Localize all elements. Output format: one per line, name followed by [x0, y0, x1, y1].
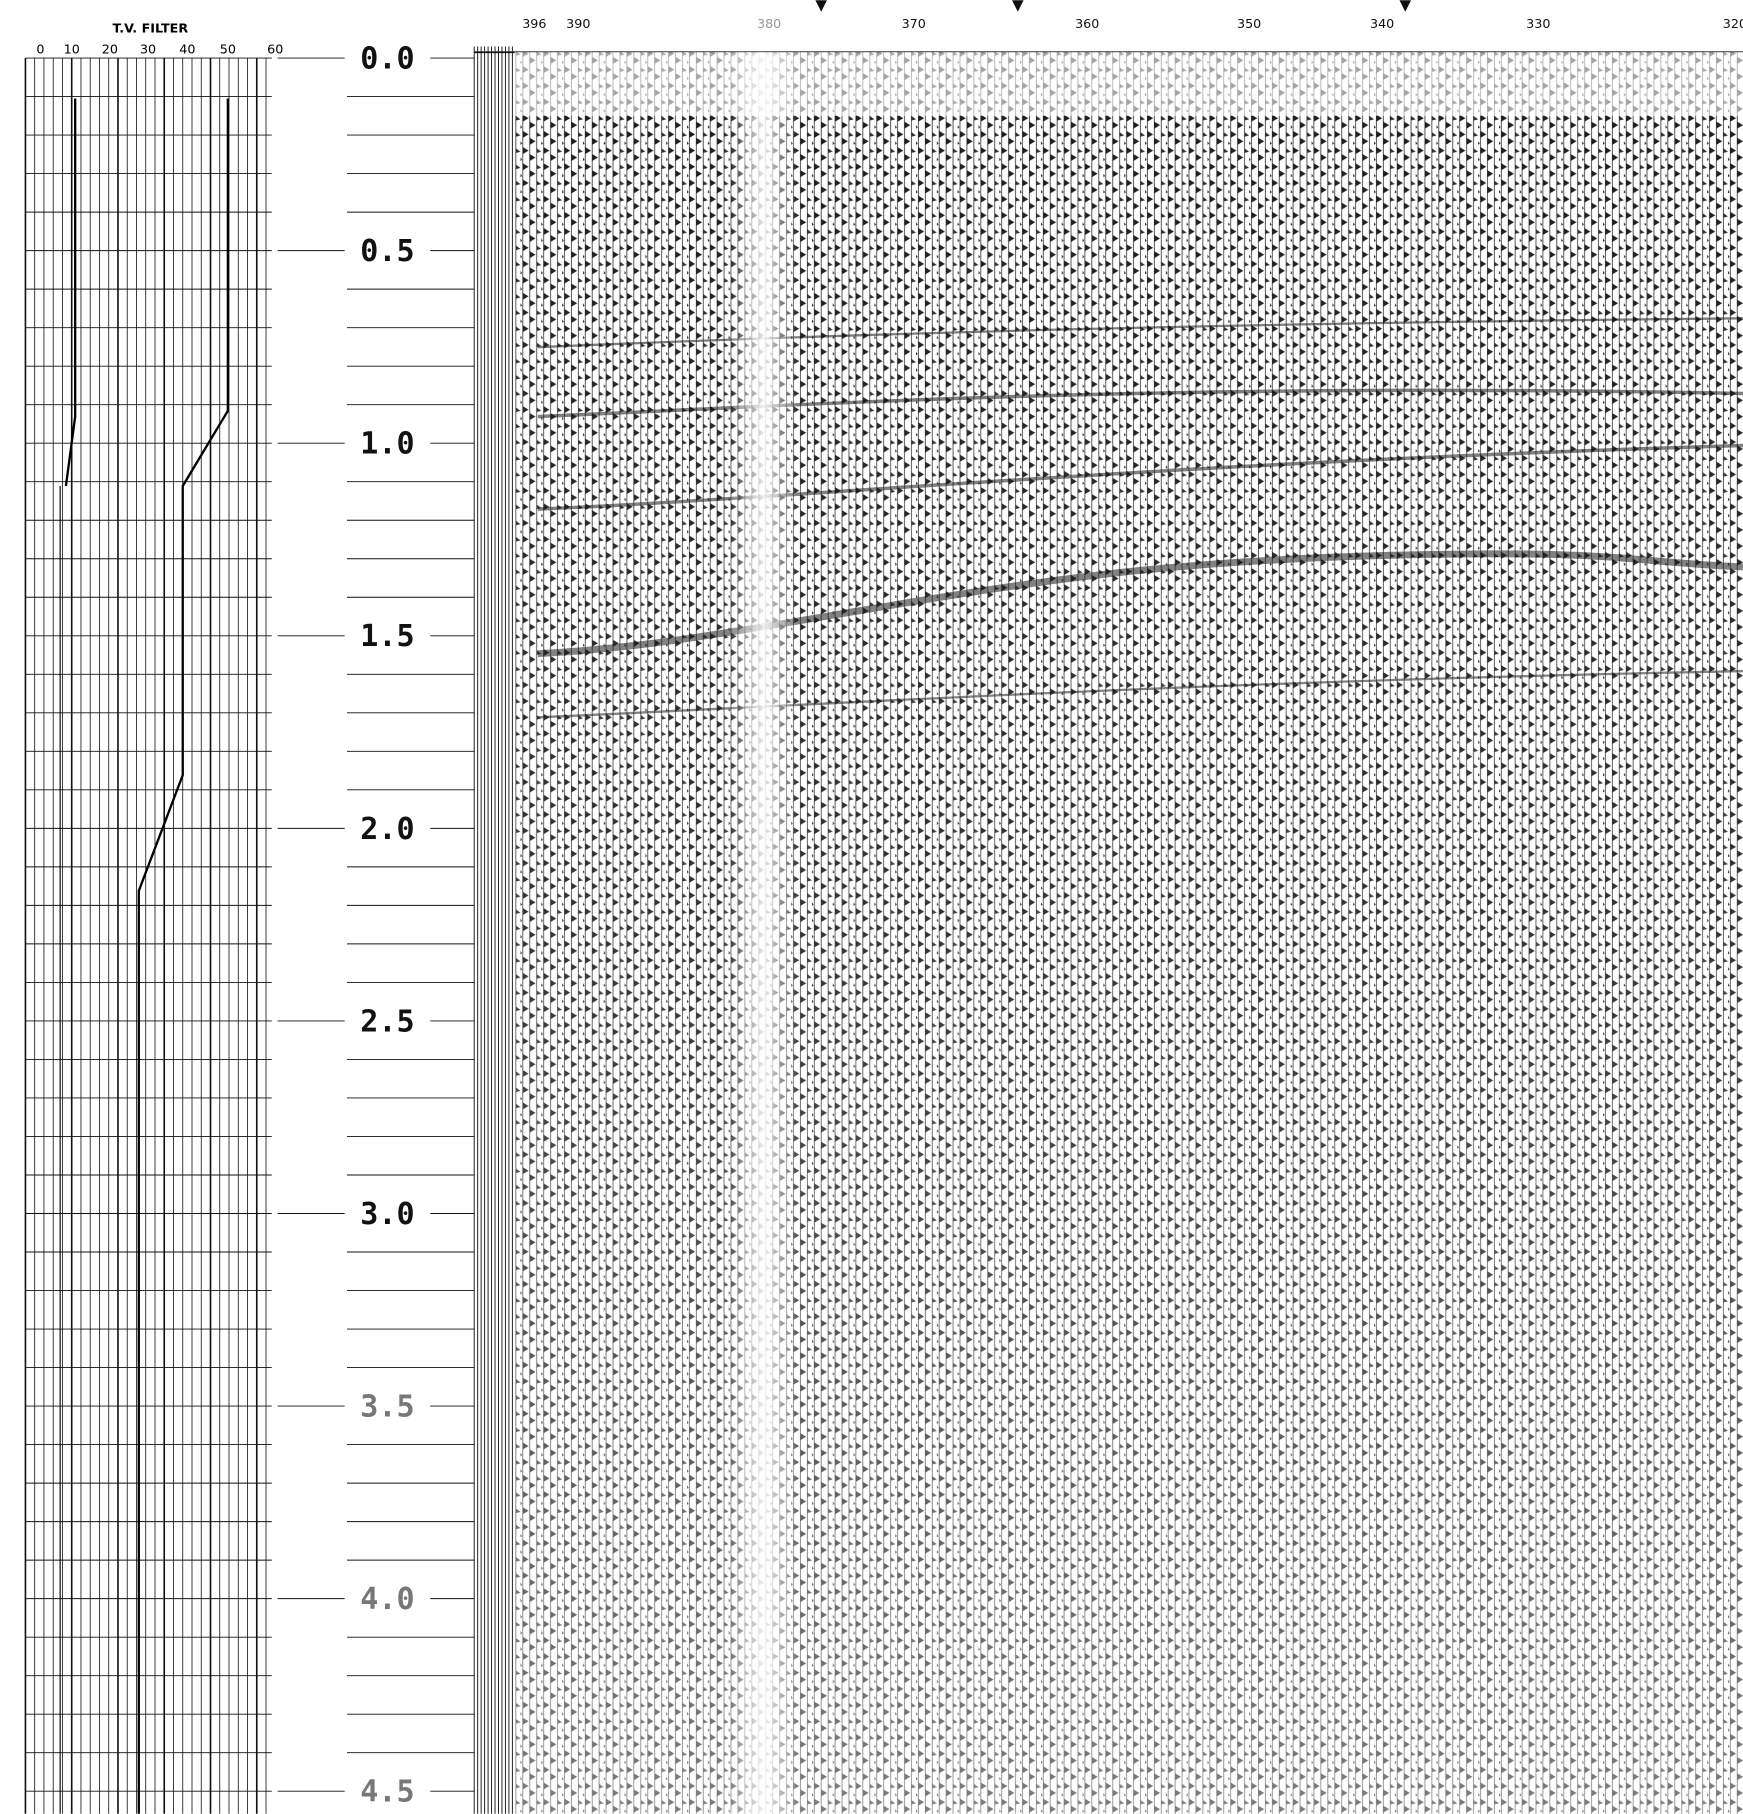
time-label-bg: [344, 427, 431, 458]
light-streak: [728, 52, 799, 1814]
time-label: 1.5: [360, 619, 414, 654]
time-label-bg: [344, 1389, 431, 1420]
time-label: 3.0: [360, 1197, 414, 1232]
trace-label: 396: [522, 16, 546, 31]
trace-label: 380: [757, 16, 781, 31]
filter-scale-label: 10: [64, 41, 80, 56]
markers: [815, 0, 1412, 12]
filter-scale-label: 0: [36, 41, 44, 56]
trace-label: 330: [1526, 16, 1550, 31]
trace-label: 350: [1237, 16, 1261, 31]
time-label: 0.5: [360, 234, 414, 269]
filter-scale-label: 60: [267, 41, 283, 56]
labels: 0 10 20 30 40 50 60 396 390 380 370 360 350 340 330 32 0…: [36, 16, 1743, 1810]
filter-scale-label: 20: [102, 41, 118, 56]
time-label: 4.5: [360, 1775, 414, 1810]
trace-label: 340: [1370, 16, 1394, 31]
time-label: 0.0: [360, 41, 414, 76]
time-label-bg: [344, 41, 431, 72]
fade: [514, 52, 1743, 1814]
time-label-bg: [344, 1775, 431, 1806]
time-label-bg: [344, 619, 431, 650]
time-label: 2.0: [360, 812, 414, 847]
trace-label: 390: [566, 16, 590, 31]
filter-scale-label: 40: [179, 41, 195, 56]
time-label: 4.0: [360, 1582, 414, 1617]
filter-title: T.V. FILTER: [113, 21, 189, 36]
time-label-bg: [344, 812, 431, 843]
top-band: [514, 52, 1743, 116]
time-label-bg: [344, 1197, 431, 1228]
filter-scale-label: 30: [140, 41, 156, 56]
time-label: 3.5: [360, 1389, 414, 1424]
time-label: 2.5: [360, 1004, 414, 1039]
filter-curves: [59, 98, 230, 1814]
time-grid: [24, 46, 1743, 1814]
trace-label: 360: [1075, 16, 1099, 31]
time-label-bg: [344, 1004, 431, 1035]
filter-scale-label: 50: [220, 41, 236, 56]
time-label: 1.0: [360, 427, 414, 462]
time-label-bg: [344, 1582, 431, 1613]
trace-label: 320: [1723, 16, 1743, 31]
trace-label: 370: [902, 16, 926, 31]
time-label-bg: [344, 234, 431, 265]
